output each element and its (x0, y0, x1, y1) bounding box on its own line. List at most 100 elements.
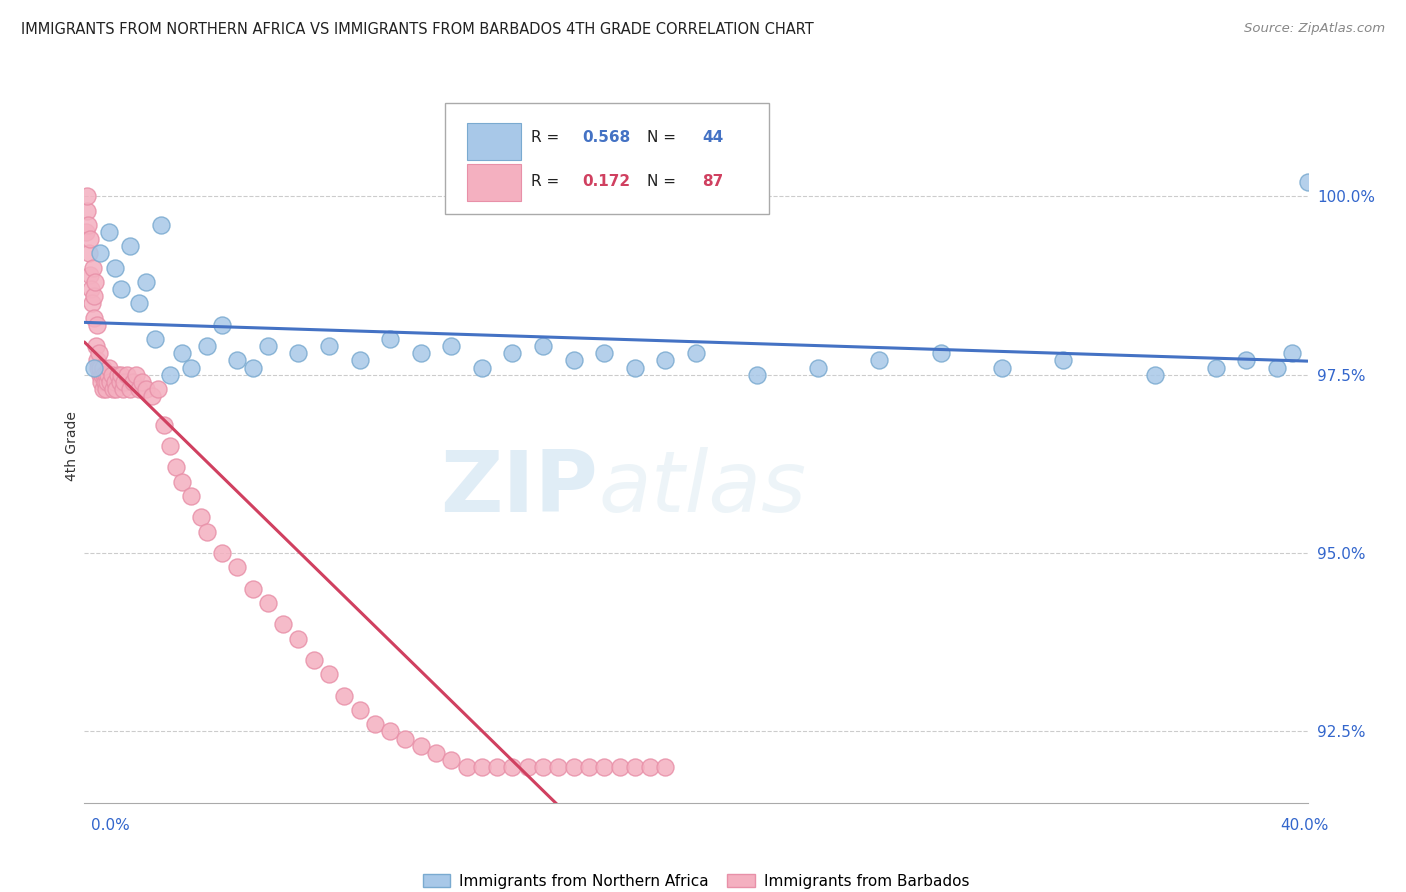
Point (159, 368, 181, 382)
Point (364, 717, 387, 731)
Point (318, 339, 340, 353)
Point (271, 617, 294, 632)
Point (609, 760, 631, 774)
Point (125, 368, 148, 382)
Point (180, 489, 202, 503)
Point (745, 368, 768, 382)
Point (105, 382, 128, 396)
Text: IMMIGRANTS FROM NORTHERN AFRICA VS IMMIGRANTS FROM BARBADOS 4TH GRADE CORRELATIO: IMMIGRANTS FROM NORTHERN AFRICA VS IMMIG… (21, 22, 814, 37)
Point (190, 510, 212, 524)
Point (990, 360, 1012, 375)
Point (425, 746, 447, 760)
Point (120, 239, 142, 253)
Point (287, 632, 309, 646)
Text: 40.0%: 40.0% (1281, 818, 1329, 832)
Point (96, 375, 118, 389)
Text: atlas: atlas (598, 447, 806, 531)
Point (91, 360, 114, 375)
Point (654, 353, 676, 368)
Point (108, 375, 131, 389)
Point (143, 332, 166, 346)
Point (97, 360, 120, 375)
Point (807, 360, 830, 375)
Point (562, 760, 585, 774)
Point (86, 318, 108, 332)
Point (547, 760, 569, 774)
Point (471, 360, 494, 375)
Y-axis label: 4th Grade: 4th Grade (65, 411, 79, 481)
Point (531, 760, 554, 774)
Point (409, 739, 432, 753)
Point (195, 339, 218, 353)
Point (516, 760, 538, 774)
Point (1205, 360, 1227, 375)
Point (77, 246, 100, 260)
Point (456, 760, 478, 774)
Point (593, 760, 616, 774)
Point (79, 232, 101, 246)
Point (624, 360, 647, 375)
Point (380, 724, 402, 739)
Point (302, 653, 325, 667)
Text: 87: 87 (702, 174, 723, 189)
Point (593, 346, 616, 360)
Text: 0.172: 0.172 (582, 174, 630, 189)
Point (242, 360, 264, 375)
Point (349, 353, 371, 368)
FancyBboxPatch shape (467, 123, 522, 160)
Point (112, 375, 135, 389)
Point (159, 439, 181, 453)
Point (242, 582, 264, 596)
Point (97, 225, 120, 239)
Point (91, 382, 114, 396)
Point (90, 375, 112, 389)
Point (165, 460, 187, 475)
Point (654, 760, 676, 774)
Point (172, 346, 194, 360)
Point (287, 346, 309, 360)
Point (89, 360, 111, 375)
Text: N =: N = (647, 174, 681, 189)
Point (141, 389, 163, 403)
FancyBboxPatch shape (446, 103, 769, 214)
Text: N =: N = (647, 129, 681, 145)
FancyBboxPatch shape (467, 164, 522, 202)
Point (93, 368, 115, 382)
Point (96, 368, 118, 382)
Text: 44: 44 (702, 129, 723, 145)
Point (110, 368, 132, 382)
Text: ZIP: ZIP (440, 447, 598, 531)
Point (471, 760, 494, 774)
Text: Source: ZipAtlas.com: Source: ZipAtlas.com (1244, 22, 1385, 36)
Point (79, 268, 101, 282)
Point (333, 689, 356, 703)
Point (76, 189, 98, 203)
Point (180, 360, 202, 375)
Legend: Immigrants from Northern Africa, Immigrants from Barbados: Immigrants from Northern Africa, Immigra… (416, 868, 976, 892)
Point (91, 368, 114, 382)
Point (83, 360, 105, 375)
Point (153, 417, 176, 432)
Point (501, 760, 523, 774)
Text: R =: R = (531, 129, 564, 145)
Point (110, 282, 132, 296)
Point (501, 346, 523, 360)
Point (349, 703, 371, 717)
Point (89, 368, 111, 382)
Point (135, 382, 157, 396)
Point (195, 524, 218, 539)
Point (89, 246, 111, 260)
Point (107, 368, 129, 382)
Point (98, 375, 121, 389)
Point (869, 353, 891, 368)
Point (131, 375, 153, 389)
Point (103, 382, 125, 396)
Point (128, 382, 150, 396)
Point (172, 475, 194, 489)
Point (82, 260, 104, 275)
Point (80, 282, 103, 296)
Point (486, 760, 509, 774)
Point (685, 346, 707, 360)
Point (135, 275, 157, 289)
Point (104, 260, 127, 275)
